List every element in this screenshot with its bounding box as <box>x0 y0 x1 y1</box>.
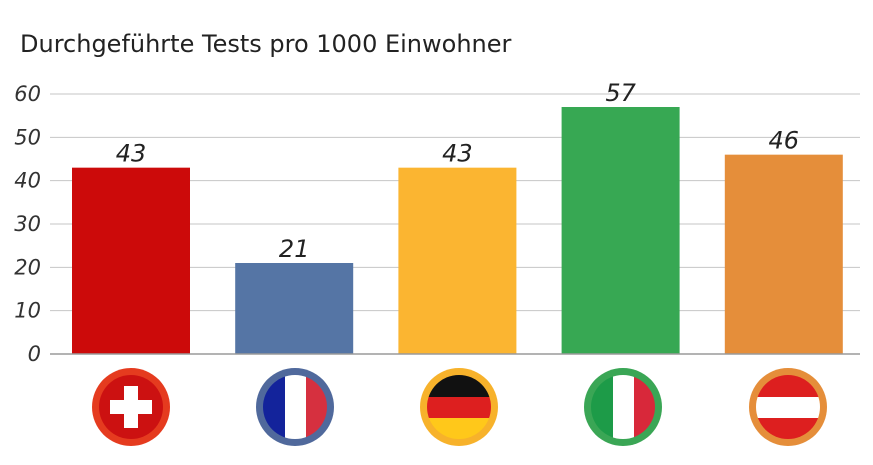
y-axis-tick-labels: 0 10 20 30 40 50 60 <box>14 82 41 366</box>
value-label-3: 43 <box>442 140 473 168</box>
y-tick-label: 10 <box>14 299 41 323</box>
swiss-flag-icon <box>92 368 170 446</box>
y-tick-label: 20 <box>14 255 41 279</box>
chart-title: Durchgeführte Tests pro 1000 Einwohner <box>20 30 512 58</box>
bar-3 <box>398 167 517 354</box>
italian-flag-icon <box>584 368 662 446</box>
y-tick-label: 0 <box>28 342 41 366</box>
french-flag-icon <box>256 368 334 446</box>
german-flag-icon <box>420 368 498 446</box>
bars <box>72 107 843 354</box>
y-tick-label: 50 <box>14 125 41 149</box>
bar-2 <box>235 263 354 354</box>
bar-4 <box>561 107 680 354</box>
value-label-2: 21 <box>279 235 310 263</box>
y-tick-label: 30 <box>14 212 41 236</box>
y-tick-label: 60 <box>14 82 41 106</box>
value-labels: 43 21 43 57 46 <box>116 79 799 263</box>
value-label-5: 46 <box>769 127 800 155</box>
value-label-4: 57 <box>605 79 636 107</box>
austrian-flag-icon <box>749 368 827 446</box>
value-label-1: 43 <box>116 140 147 168</box>
y-tick-label: 40 <box>14 169 41 193</box>
bar-1 <box>72 167 190 354</box>
bar-5 <box>724 154 843 354</box>
